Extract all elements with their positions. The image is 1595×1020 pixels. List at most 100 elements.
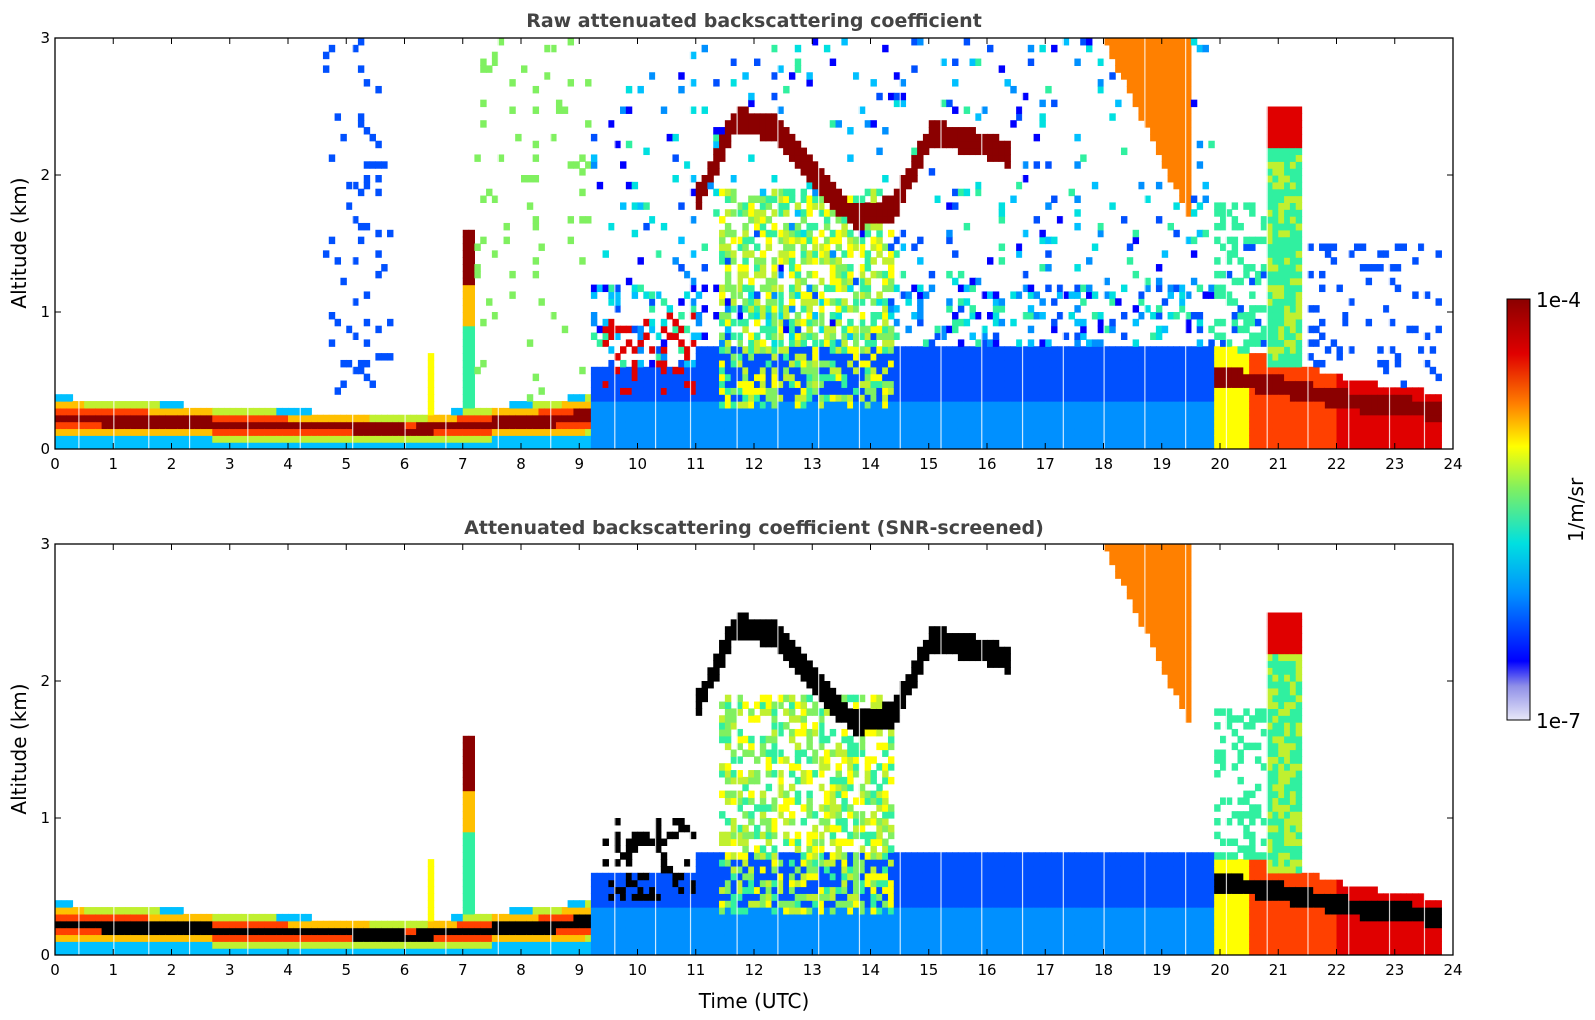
heatmap-cell bbox=[1150, 359, 1157, 368]
heatmap-cell bbox=[730, 127, 738, 135]
x-tick-label: 1 bbox=[108, 455, 118, 473]
heatmap-cell bbox=[975, 380, 982, 388]
heatmap-cell bbox=[124, 948, 132, 955]
heatmap-cell bbox=[1062, 291, 1070, 299]
heatmap-cell bbox=[223, 948, 231, 955]
heatmap-cell bbox=[1150, 387, 1157, 395]
heatmap-cell bbox=[1074, 380, 1081, 388]
heatmap-cell bbox=[905, 298, 912, 306]
heatmap-cell bbox=[1383, 305, 1390, 313]
heatmap-cell bbox=[841, 277, 848, 286]
heatmap-cell bbox=[1295, 318, 1303, 327]
heatmap-cell bbox=[1289, 202, 1297, 210]
heatmap-cell bbox=[1185, 44, 1192, 53]
heatmap-cell bbox=[456, 428, 464, 436]
heatmap-cell bbox=[1208, 401, 1215, 409]
heatmap-cell bbox=[183, 421, 190, 430]
heatmap-cell bbox=[858, 106, 866, 114]
heatmap-cell bbox=[952, 277, 959, 286]
heatmap-cell bbox=[1284, 284, 1291, 293]
heatmap-cell bbox=[654, 387, 662, 395]
heatmap-cell bbox=[928, 284, 936, 293]
heatmap-cell bbox=[1377, 401, 1384, 409]
heatmap-cell bbox=[1243, 414, 1250, 423]
heatmap-cell bbox=[1289, 154, 1297, 162]
heatmap-cell bbox=[748, 421, 755, 430]
heatmap-cell bbox=[1179, 407, 1186, 416]
heatmap-cell bbox=[794, 270, 802, 279]
heatmap-cell bbox=[1429, 428, 1437, 436]
heatmap-cell bbox=[1278, 209, 1285, 217]
heatmap-cell bbox=[870, 257, 877, 265]
heatmap-cell bbox=[1027, 366, 1035, 375]
heatmap-cell bbox=[1167, 79, 1174, 87]
heatmap-cell bbox=[1185, 181, 1192, 190]
heatmap-cell bbox=[853, 277, 860, 286]
heatmap-cell bbox=[1220, 318, 1227, 327]
heatmap-cell bbox=[992, 380, 1000, 388]
heatmap-cell bbox=[783, 366, 790, 375]
heatmap-cell bbox=[200, 435, 208, 443]
heatmap-cell bbox=[952, 325, 959, 334]
heatmap-cell bbox=[905, 380, 912, 388]
heatmap-cell bbox=[258, 920, 266, 929]
heatmap-cell bbox=[876, 359, 883, 368]
heatmap-cell bbox=[1365, 407, 1373, 416]
heatmap-cell bbox=[1249, 373, 1256, 382]
heatmap-cell bbox=[538, 243, 545, 251]
heatmap-cell bbox=[858, 332, 866, 340]
heatmap-cell bbox=[1284, 373, 1291, 382]
heatmap-cell bbox=[1295, 353, 1303, 361]
heatmap-cell bbox=[905, 168, 912, 176]
heatmap-cell bbox=[89, 428, 97, 436]
heatmap-cell bbox=[206, 927, 213, 936]
heatmap-cell bbox=[1249, 339, 1256, 347]
heatmap-cell bbox=[765, 216, 773, 224]
heatmap-cell bbox=[206, 442, 213, 449]
heatmap-cell bbox=[532, 222, 540, 231]
heatmap-cell bbox=[1126, 401, 1134, 409]
heatmap-cell bbox=[695, 188, 703, 197]
heatmap-cell bbox=[620, 428, 627, 436]
heatmap-cell bbox=[468, 394, 475, 402]
heatmap-cell bbox=[818, 229, 825, 238]
heatmap-cell bbox=[119, 414, 126, 423]
heatmap-cell bbox=[561, 421, 569, 430]
heatmap-cell bbox=[707, 161, 714, 169]
heatmap-cell bbox=[771, 72, 778, 80]
heatmap-cell bbox=[1400, 243, 1407, 251]
heatmap-cell bbox=[1097, 359, 1105, 368]
heatmap-cell bbox=[1161, 428, 1169, 436]
heatmap-cell bbox=[1196, 353, 1204, 361]
heatmap-cell bbox=[701, 401, 708, 409]
x-tick-label: 14 bbox=[861, 455, 880, 473]
heatmap-cell bbox=[800, 291, 808, 299]
heatmap-cell bbox=[1150, 380, 1157, 388]
heatmap-cell bbox=[1086, 366, 1093, 375]
heatmap-cell bbox=[532, 175, 540, 183]
heatmap-cell bbox=[806, 79, 813, 87]
heatmap-cell bbox=[1418, 442, 1425, 449]
heatmap-cell bbox=[1377, 264, 1384, 272]
heatmap-cell bbox=[1039, 442, 1046, 449]
heatmap-cell bbox=[736, 243, 743, 251]
heatmap-cell bbox=[1220, 414, 1227, 423]
heatmap-cell bbox=[992, 312, 1000, 320]
heatmap-cell bbox=[55, 401, 62, 409]
heatmap-cell bbox=[870, 332, 877, 340]
heatmap-cell bbox=[322, 941, 330, 949]
heatmap-cell bbox=[730, 229, 738, 238]
heatmap-cell bbox=[1120, 332, 1128, 340]
heatmap-cell bbox=[841, 414, 848, 423]
heatmap-cell bbox=[1027, 421, 1035, 430]
heatmap-cell bbox=[1249, 291, 1256, 299]
heatmap-cell bbox=[282, 927, 289, 936]
heatmap-cell bbox=[1179, 373, 1186, 382]
heatmap-cell bbox=[759, 387, 767, 395]
heatmap-cell bbox=[416, 428, 423, 436]
heatmap-cell bbox=[1243, 339, 1250, 347]
heatmap-cell bbox=[1132, 85, 1140, 94]
heatmap-cell bbox=[887, 270, 895, 279]
heatmap-cell bbox=[649, 291, 656, 299]
heatmap-cell bbox=[963, 106, 971, 114]
